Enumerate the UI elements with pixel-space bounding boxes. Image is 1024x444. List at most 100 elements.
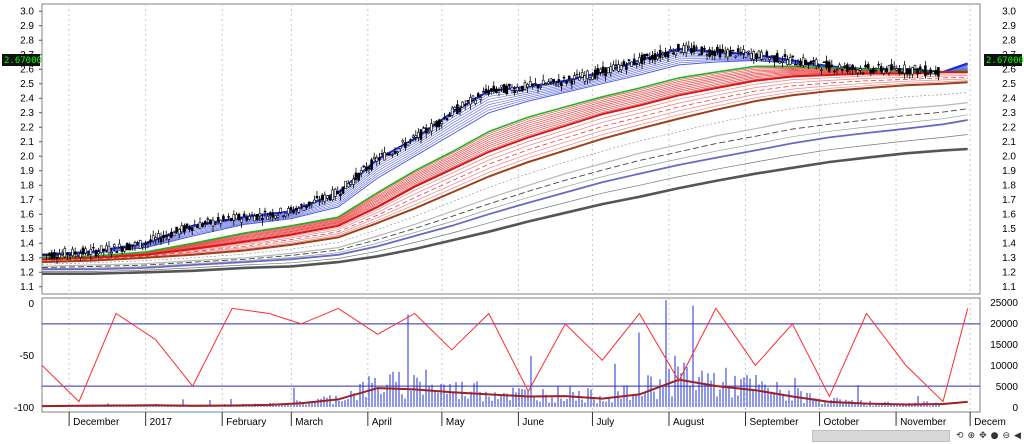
candle-body — [796, 63, 800, 67]
svg-text:2.67000: 2.67000 — [986, 56, 1024, 66]
volume-tick: 25000 — [990, 298, 1018, 309]
candle-body — [591, 75, 594, 80]
candle-body — [716, 46, 719, 52]
candle-body — [747, 50, 750, 53]
candle-body — [268, 212, 272, 216]
candle-body — [617, 64, 620, 72]
candle-body — [393, 150, 397, 154]
candle-body — [484, 88, 488, 93]
candle-body — [310, 202, 314, 204]
candle-body — [370, 159, 373, 170]
candle-body — [380, 153, 384, 155]
candle-body — [692, 45, 696, 53]
long-ma-ribbon-line — [41, 76, 968, 261]
price-tick-left: 2.1 — [20, 137, 34, 148]
candle-body — [482, 91, 485, 93]
candle-body — [513, 90, 516, 94]
candle-body — [578, 77, 581, 81]
candle-body — [822, 61, 826, 63]
candle-body — [276, 215, 280, 218]
time-label: August — [673, 417, 704, 428]
candle-body — [911, 67, 914, 75]
candle-body — [86, 254, 90, 256]
candle-body — [656, 56, 659, 60]
price-tick-left: 2.0 — [20, 151, 34, 162]
candle-body — [833, 70, 836, 73]
candle-body — [630, 61, 633, 67]
candle-body — [856, 69, 860, 74]
candle-body — [297, 208, 301, 213]
candle-body — [326, 195, 329, 199]
candle-body — [146, 241, 150, 244]
candle-body — [287, 208, 290, 214]
candle-body — [687, 46, 691, 48]
candle-body — [159, 237, 163, 243]
candle-body — [333, 188, 337, 197]
candle-body — [175, 226, 178, 232]
candle-body — [138, 239, 142, 249]
price-tick-left: 2.9 — [20, 21, 34, 32]
candle-body — [245, 216, 249, 221]
candle-body — [739, 51, 743, 54]
candle-body — [674, 51, 678, 56]
candle-body — [375, 157, 379, 162]
candle-body — [112, 244, 116, 247]
candle-body — [474, 100, 477, 104]
candle-body — [131, 245, 134, 247]
candle-body — [133, 242, 137, 246]
candle-body — [937, 67, 940, 77]
candle-body — [318, 200, 321, 203]
long-ma-ribbon-line — [41, 68, 968, 259]
candle-body — [726, 49, 730, 58]
reset-icon[interactable]: ⟲ — [956, 431, 964, 441]
candle-body — [853, 68, 857, 70]
candle-body — [414, 135, 418, 138]
candle-body — [42, 253, 46, 256]
candle-body — [419, 129, 423, 140]
candle-body — [521, 85, 524, 92]
candle-body — [502, 84, 506, 93]
candle-body — [916, 68, 919, 75]
minus-icon[interactable]: ⊖ — [1002, 431, 1011, 441]
candle-body — [328, 196, 332, 201]
candle-body — [682, 45, 685, 53]
candle-body — [409, 139, 412, 141]
candle-body — [817, 65, 821, 67]
candle-body — [898, 68, 901, 74]
candle-body — [526, 84, 529, 88]
candle-body — [723, 50, 727, 54]
move-icon[interactable]: ✥ — [979, 431, 987, 441]
candle-body — [515, 87, 519, 91]
horizontal-scrollbar[interactable] — [812, 430, 950, 442]
candle-body — [292, 210, 295, 214]
prev-icon[interactable]: ◀ — [1014, 431, 1021, 441]
candle-body — [489, 88, 493, 91]
candle-body — [757, 50, 761, 58]
candle-body — [411, 135, 415, 138]
candle-body — [60, 252, 64, 255]
candle-body — [755, 53, 758, 59]
candle-body — [601, 66, 605, 73]
candle-body — [586, 70, 589, 80]
candle-body — [123, 247, 126, 252]
candle-body — [193, 224, 197, 227]
candle-body — [791, 55, 795, 58]
candle-body — [887, 65, 891, 74]
zoom-in-icon[interactable]: ⊕ — [967, 431, 976, 441]
time-label: October — [824, 417, 860, 428]
circle-icon[interactable]: ● — [990, 431, 999, 441]
candle-body — [219, 219, 223, 224]
candle-body — [430, 123, 433, 132]
candle-body — [471, 95, 475, 99]
candle-body — [708, 49, 711, 57]
candle-body — [531, 83, 535, 85]
candle-body — [895, 68, 899, 71]
candle-body — [383, 152, 386, 161]
candle-body — [136, 242, 139, 244]
candle-body — [721, 49, 724, 53]
candle-body — [534, 82, 537, 85]
navigation-toolbar: ⟲ ⊕ ✥ ● ⊖ ◀ ▶ ▶| — [956, 430, 1024, 442]
candle-body — [235, 214, 238, 220]
candle-body — [625, 65, 628, 70]
candle-body — [528, 81, 532, 87]
